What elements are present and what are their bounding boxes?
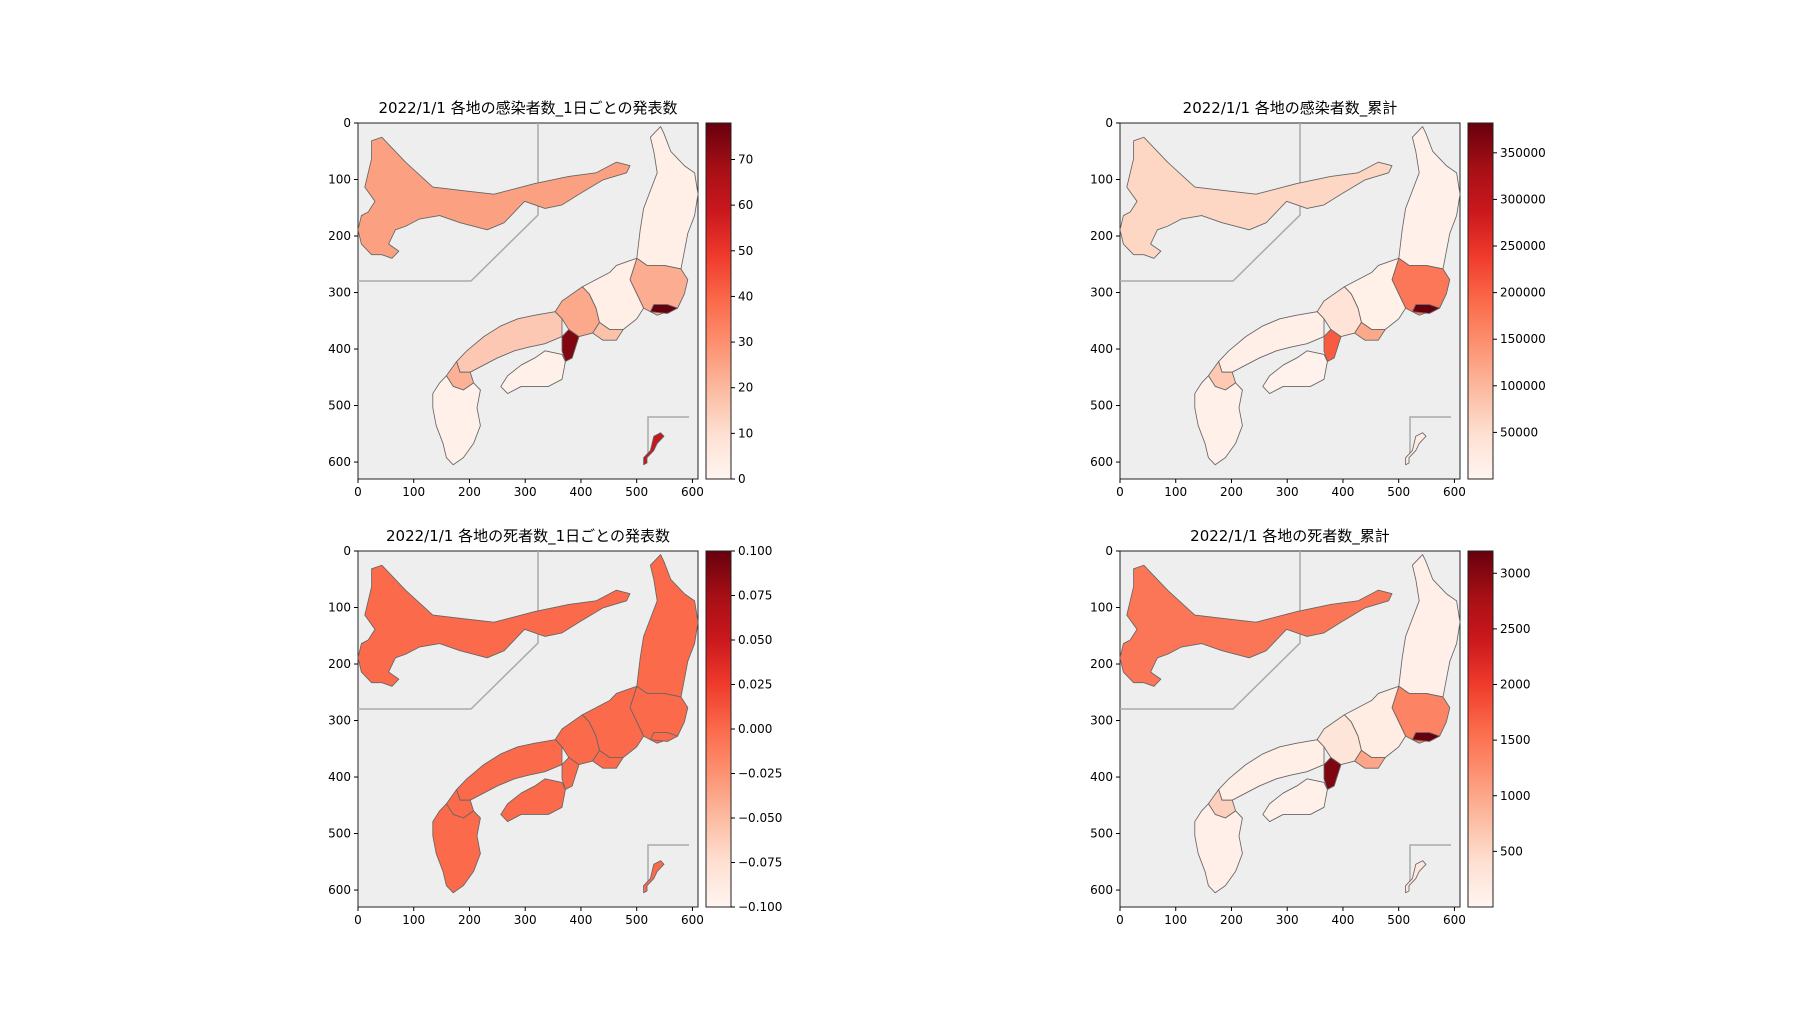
x-tick-label: 0 [1116,485,1124,499]
x-tick-label: 600 [1443,913,1466,927]
x-tick-label: 400 [569,913,592,927]
y-tick-label: 0 [343,544,351,558]
map-panel-2: 2022/1/1 各地の感染者数_累計 0 0 100 100 200 200 300 300 4… [1090,99,1546,499]
colorbar-tick-label: 70 [738,153,753,167]
y-tick-label: 100 [1090,601,1113,615]
map-title: 2022/1/1 各地の感染者数_1日ごとの発表数 [378,99,677,118]
y-tick-label: 500 [1090,827,1113,841]
colorbar-tick-label: 0.000 [738,722,772,736]
colorbar-tick-label: 200000 [1500,286,1546,300]
x-tick-label: 600 [681,485,704,499]
y-tick-label: 400 [1090,342,1113,356]
map-title: 2022/1/1 各地の死者数_1日ごとの発表数 [386,527,670,546]
colorbar-tick-label: 0.050 [738,633,772,647]
colorbar-tick-label: 150000 [1500,332,1546,346]
y-tick-label: 0 [343,116,351,130]
colorbar-tick-label: 0.075 [738,589,772,603]
x-tick-label: 400 [1331,913,1354,927]
colorbar-tick-label: 3000 [1500,566,1531,580]
colorbar-tick-label: 10 [738,426,753,440]
y-tick-label: 100 [1090,173,1113,187]
colorbar-tick-label: 100000 [1500,379,1546,393]
colorbar-tick-label: 350000 [1500,146,1546,160]
x-tick-label: 400 [1331,485,1354,499]
colorbar [1468,551,1493,907]
map-panel-3: 2022/1/1 各地の死者数_1日ごとの発表数 0 0 100 100 200 200 30… [328,527,782,927]
x-tick-label: 200 [458,485,481,499]
y-tick-label: 200 [1090,657,1113,671]
map-panel-4: 2022/1/1 各地の死者数_累計 0 0 100 100 200 200 300 300 40… [1090,527,1530,927]
y-tick-label: 200 [328,657,351,671]
y-tick-label: 300 [1090,286,1113,300]
colorbar [706,123,731,479]
y-tick-label: 400 [1090,770,1113,784]
colorbar-tick-label: 60 [738,198,753,212]
x-tick-label: 300 [1276,485,1299,499]
x-tick-label: 500 [625,913,648,927]
y-tick-label: 600 [1090,455,1113,469]
x-tick-label: 300 [514,485,537,499]
colorbar-tick-label: 1500 [1500,733,1531,747]
x-tick-label: 500 [1387,913,1410,927]
colorbar-tick-label: 300000 [1500,192,1546,206]
x-tick-label: 500 [625,485,648,499]
y-tick-label: 500 [328,399,351,413]
colorbar-tick-label: 0.025 [738,678,772,692]
x-tick-label: 0 [1116,913,1124,927]
y-tick-label: 0 [1105,116,1113,130]
map-title: 2022/1/1 各地の死者数_累計 [1190,527,1390,546]
colorbar-tick-label: −0.075 [738,856,782,870]
y-tick-label: 0 [1105,544,1113,558]
y-tick-label: 500 [1090,399,1113,413]
colorbar-tick-label: −0.100 [738,900,782,914]
x-tick-label: 0 [354,913,362,927]
colorbar [1468,123,1493,479]
colorbar-tick-label: 0 [738,472,746,486]
y-tick-label: 600 [328,455,351,469]
x-tick-label: 600 [681,913,704,927]
x-tick-label: 300 [1276,913,1299,927]
x-tick-label: 100 [1164,913,1187,927]
y-tick-label: 400 [328,770,351,784]
colorbar-tick-label: 2000 [1500,678,1531,692]
colorbar-tick-label: 30 [738,335,753,349]
y-tick-label: 200 [1090,229,1113,243]
x-tick-label: 0 [354,485,362,499]
y-tick-label: 200 [328,229,351,243]
colorbar-tick-label: 20 [738,381,753,395]
y-tick-label: 300 [328,286,351,300]
y-tick-label: 100 [328,601,351,615]
y-tick-label: 600 [328,883,351,897]
colorbar-tick-label: 2500 [1500,622,1531,636]
colorbar [706,551,731,907]
x-tick-label: 100 [1164,485,1187,499]
y-tick-label: 400 [328,342,351,356]
map-panel-1: 2022/1/1 各地の感染者数_1日ごとの発表数001001002002003… [328,99,753,499]
colorbar-tick-label: 40 [738,289,753,303]
x-tick-label: 300 [514,913,537,927]
colorbar-tick-label: 50000 [1500,425,1538,439]
colorbar-tick-label: −0.050 [738,811,782,825]
x-tick-label: 500 [1387,485,1410,499]
colorbar-tick-label: 50 [738,244,753,258]
x-tick-label: 200 [1220,485,1243,499]
x-tick-label: 600 [1443,485,1466,499]
map-title: 2022/1/1 各地の感染者数_累計 [1183,99,1398,118]
colorbar-tick-label: −0.025 [738,767,782,781]
colorbar-tick-label: 0.100 [738,544,772,558]
x-tick-label: 100 [402,913,425,927]
colorbar-tick-label: 1000 [1500,789,1531,803]
x-tick-label: 200 [1220,913,1243,927]
y-tick-label: 500 [328,827,351,841]
x-tick-label: 400 [569,485,592,499]
y-tick-label: 100 [328,173,351,187]
y-tick-label: 600 [1090,883,1113,897]
y-tick-label: 300 [328,714,351,728]
x-tick-label: 100 [402,485,425,499]
x-tick-label: 200 [458,913,481,927]
y-tick-label: 300 [1090,714,1113,728]
colorbar-tick-label: 500 [1500,844,1523,858]
colorbar-tick-label: 250000 [1500,239,1546,253]
